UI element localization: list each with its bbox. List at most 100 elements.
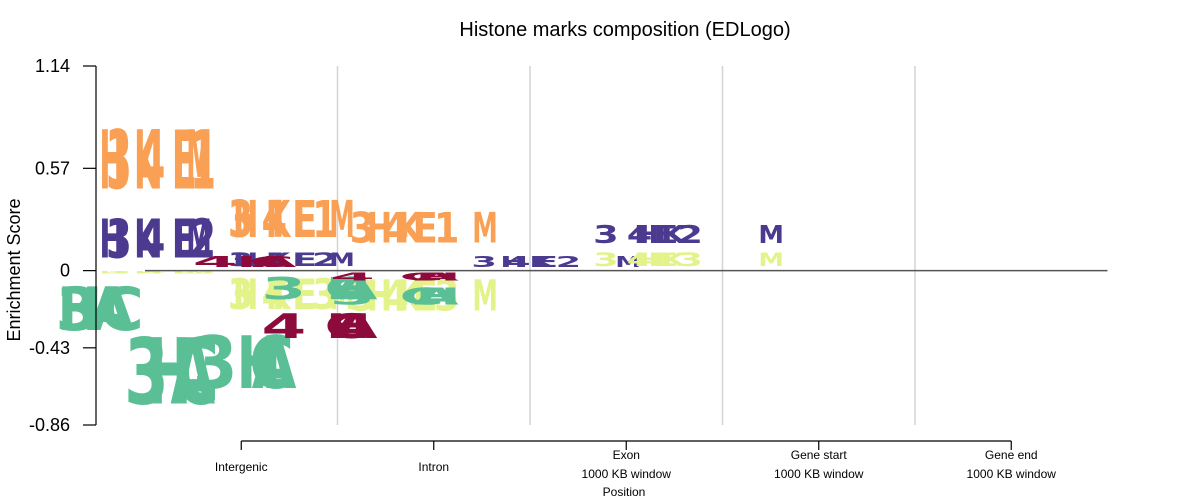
logo-letter: 4 — [627, 249, 653, 271]
logo-letter: M — [615, 252, 641, 270]
logo-letter: 1 — [312, 191, 338, 249]
logo-letter: 4 — [383, 272, 409, 321]
x-tick-label: Gene end — [985, 448, 1038, 462]
logo-letter: H — [99, 209, 125, 272]
logo-letter: 3 — [261, 271, 306, 307]
logo-letter: K — [134, 113, 160, 208]
logo-letter: 3 — [312, 272, 338, 320]
x-tick-label: Intron — [418, 460, 449, 474]
logo-letter: E — [653, 221, 679, 249]
logo-letter: 4 — [505, 253, 531, 271]
logo-letter: 3 — [228, 272, 254, 320]
x-tick-label: Intergenic — [215, 460, 268, 474]
logo-letter: M — [329, 192, 355, 250]
logo-letter: 3 — [434, 272, 460, 321]
logo-letter: 4 — [262, 249, 288, 271]
logo-letter: 3 — [350, 272, 376, 321]
logo-letter: H — [233, 249, 259, 270]
logo-letter: 4 — [383, 206, 409, 254]
logo-letter: M — [758, 250, 784, 271]
logo-letter: H — [236, 253, 281, 271]
logo-letter: E — [533, 252, 559, 270]
logo-letter: K — [529, 253, 554, 271]
logo-mark-pos1-h3k4me1: H3 K4 ME1 — [228, 190, 355, 250]
logo-letter: C — [249, 321, 294, 405]
logo-letter: C — [399, 271, 444, 284]
logo-mark-pos4-h3k4me2: H3 K4 M E2 — [593, 220, 784, 249]
y-tick-label: 0 — [60, 261, 70, 281]
logo-mark-neg2-h3k4me3: H3 K4 ME3 — [350, 270, 498, 321]
logo-letter: 3 — [190, 271, 216, 275]
y-tick-label: -0.43 — [29, 338, 70, 358]
logo-letter: E — [171, 271, 197, 275]
x-tick-label: Exon — [613, 448, 640, 462]
logo-letter: 3 — [55, 274, 100, 344]
logo-letter: M — [472, 205, 498, 253]
logo-letter: 4 — [140, 112, 166, 207]
logo-letter: H — [326, 306, 371, 346]
y-tick-label: -0.86 — [29, 415, 70, 435]
logo-letter: 2 — [312, 249, 338, 271]
logo-letter: C — [324, 271, 369, 307]
logo-letter: E — [653, 249, 679, 270]
y-tick-label: 0.57 — [35, 158, 70, 178]
logo-letter: E — [412, 205, 438, 253]
logo-letter: E — [171, 113, 197, 208]
logo-letter: C — [324, 306, 369, 346]
logo-letter: K — [661, 250, 687, 271]
logo-letter: E — [292, 249, 318, 270]
logo-letter: H — [326, 272, 371, 307]
logo-letter: 3 — [350, 206, 376, 254]
logo-letter: M — [186, 208, 212, 271]
logo-mark-neg2-h3ac: H3 AC — [193, 321, 297, 406]
logo-letter: C — [174, 320, 219, 426]
logo-letter: 3 — [106, 112, 132, 207]
logo-letter: 4 — [140, 208, 166, 271]
logo-letter: 3 — [228, 191, 254, 249]
logo-letter: 3 — [330, 284, 375, 311]
logo-letter: 2 — [190, 208, 216, 271]
logo-letter: E — [292, 271, 318, 319]
logo-letter: C — [99, 275, 144, 344]
x-axis-label: Position — [603, 485, 646, 499]
x-tick-label: Gene start — [791, 448, 848, 462]
logo-letter: M — [758, 221, 784, 249]
logo-letter: 1 — [190, 112, 216, 207]
logo-letter: 3 — [593, 221, 619, 249]
logo-letter: K — [397, 204, 423, 252]
logo-letter: 4 — [193, 253, 238, 271]
logo-letter: A — [414, 271, 459, 284]
logo-letter: 3 — [471, 253, 497, 271]
logo-letter: H — [416, 283, 461, 310]
logo-letter: H — [233, 270, 259, 319]
logo-mark-pos0-h3k4me1: H3 K4 ME1 — [99, 112, 216, 208]
logo-letter: 1 — [434, 206, 460, 254]
logo-letter: 4 — [262, 272, 288, 320]
logo-letter: 3 — [228, 249, 254, 271]
logo-letter: H — [634, 249, 660, 270]
logo-mark-pos3-h3k4me2: H3 K4 ME2 — [471, 252, 641, 270]
logo-letter: 3 — [677, 249, 703, 271]
logo-letter: M — [329, 250, 355, 271]
logo-letter: M — [472, 272, 498, 322]
logo-letter: K — [397, 271, 423, 321]
logo-letter: M — [186, 271, 212, 275]
logo-mark-neg0-h3k4me3: H3 K4 ME3 — [99, 271, 216, 275]
logo-letter: H — [99, 114, 125, 208]
logo-letter: A — [414, 284, 459, 311]
logo-letter: M — [186, 114, 212, 208]
logo-mark-pos1-h3k4me2: H3 K4 ME2 — [228, 249, 355, 271]
logo-letter: A — [252, 322, 297, 406]
logo-mark-neg4-h3ac: H 3 AC — [330, 283, 460, 310]
logo-letter: H — [367, 204, 393, 253]
logo-mark-pos2-h3k4me1: H3 K4 ME1 — [350, 204, 498, 254]
chart-title: Histone marks composition (EDLogo) — [459, 19, 790, 41]
logo-letter: E — [171, 208, 197, 271]
logo-letter: H — [233, 190, 259, 249]
logo-letter: K — [661, 221, 687, 250]
logo-letter: A — [252, 253, 297, 271]
logo-letter: H — [57, 275, 102, 345]
logo-mark-neg3-h3ac: H3 AC — [261, 271, 377, 307]
logo-letter: 4 — [140, 271, 166, 275]
